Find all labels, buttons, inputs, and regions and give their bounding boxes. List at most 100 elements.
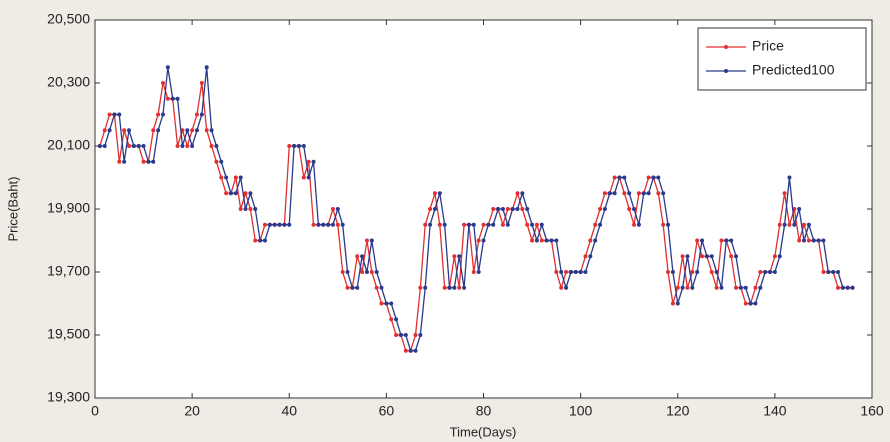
point-marker [160, 112, 165, 117]
point-marker [685, 285, 690, 290]
point-marker [272, 222, 277, 227]
point-marker [350, 285, 355, 290]
point-marker [311, 159, 316, 164]
point-marker [802, 238, 807, 243]
point-marker [772, 254, 777, 259]
point-marker [525, 222, 530, 227]
point-marker [666, 222, 671, 227]
point-marker [768, 270, 773, 274]
point-marker [384, 301, 389, 306]
legend-marker [724, 69, 728, 73]
point-marker [821, 270, 826, 274]
point-marker [738, 285, 743, 290]
point-marker [428, 222, 433, 227]
point-marker [345, 285, 350, 290]
point-marker [656, 191, 661, 196]
point-marker [374, 285, 379, 290]
point-marker [471, 222, 476, 227]
point-marker [661, 222, 666, 227]
y-tick-label: 20,100 [47, 137, 90, 153]
point-marker [185, 144, 190, 148]
point-marker [787, 175, 792, 180]
point-marker [539, 238, 544, 243]
x-tick-label: 120 [666, 403, 690, 419]
point-marker [267, 222, 272, 227]
point-marker [627, 207, 632, 211]
point-marker [326, 222, 331, 227]
point-marker [505, 222, 510, 227]
point-marker [131, 144, 136, 148]
y-tick-label: 20,500 [47, 11, 90, 27]
point-marker [219, 175, 224, 180]
point-marker [102, 128, 107, 133]
point-marker [355, 254, 360, 259]
point-marker [248, 207, 253, 211]
point-marker [423, 222, 428, 227]
y-tick-label: 19,700 [47, 263, 90, 279]
point-marker [549, 238, 554, 243]
point-marker [107, 128, 112, 133]
point-marker [389, 317, 394, 322]
point-marker [573, 270, 578, 274]
point-marker [306, 159, 311, 164]
point-marker [190, 144, 195, 148]
point-marker [296, 144, 301, 148]
point-marker [656, 175, 661, 180]
legend-label: Price [752, 38, 784, 54]
point-marker [476, 238, 481, 243]
point-marker [428, 207, 433, 211]
point-marker [530, 222, 535, 227]
legend-box [697, 27, 867, 91]
point-marker [287, 144, 292, 148]
point-marker [277, 222, 282, 227]
y-axis-title: Price(Baht) [5, 176, 20, 241]
point-marker [126, 144, 131, 148]
point-marker [175, 144, 180, 148]
point-marker [238, 175, 243, 180]
point-marker [262, 238, 267, 243]
point-marker [520, 191, 525, 196]
point-marker [452, 285, 457, 290]
point-marker [782, 222, 787, 227]
point-marker [156, 128, 161, 133]
point-marker [709, 270, 714, 274]
point-marker [583, 270, 588, 274]
point-marker [534, 222, 539, 227]
point-marker [437, 222, 442, 227]
point-marker [646, 175, 651, 180]
point-marker [753, 301, 758, 306]
point-marker [175, 96, 180, 101]
point-marker [180, 144, 185, 148]
point-marker [840, 285, 845, 290]
point-marker [714, 270, 719, 274]
point-marker [486, 222, 491, 227]
point-marker [418, 333, 423, 337]
point-marker [675, 301, 680, 306]
point-marker [544, 238, 549, 243]
point-marker [364, 238, 369, 243]
point-marker [811, 238, 816, 243]
point-marker [301, 175, 306, 180]
point-marker [510, 207, 515, 211]
point-marker [403, 333, 408, 337]
point-marker [306, 175, 311, 180]
point-marker [622, 175, 627, 180]
point-marker [194, 128, 199, 133]
point-marker [607, 191, 612, 196]
point-marker [330, 222, 335, 227]
point-marker [389, 301, 394, 306]
point-marker [442, 222, 447, 227]
point-marker [758, 270, 763, 274]
point-marker [612, 175, 617, 180]
point-marker [442, 285, 447, 290]
point-marker [194, 112, 199, 117]
point-marker [690, 285, 695, 290]
point-marker [719, 238, 724, 243]
point-marker [564, 270, 569, 274]
point-marker [743, 301, 748, 306]
point-marker [666, 270, 671, 274]
point-marker [578, 270, 583, 274]
legend-marker [724, 45, 728, 49]
point-marker [670, 270, 675, 274]
point-marker [369, 238, 374, 243]
